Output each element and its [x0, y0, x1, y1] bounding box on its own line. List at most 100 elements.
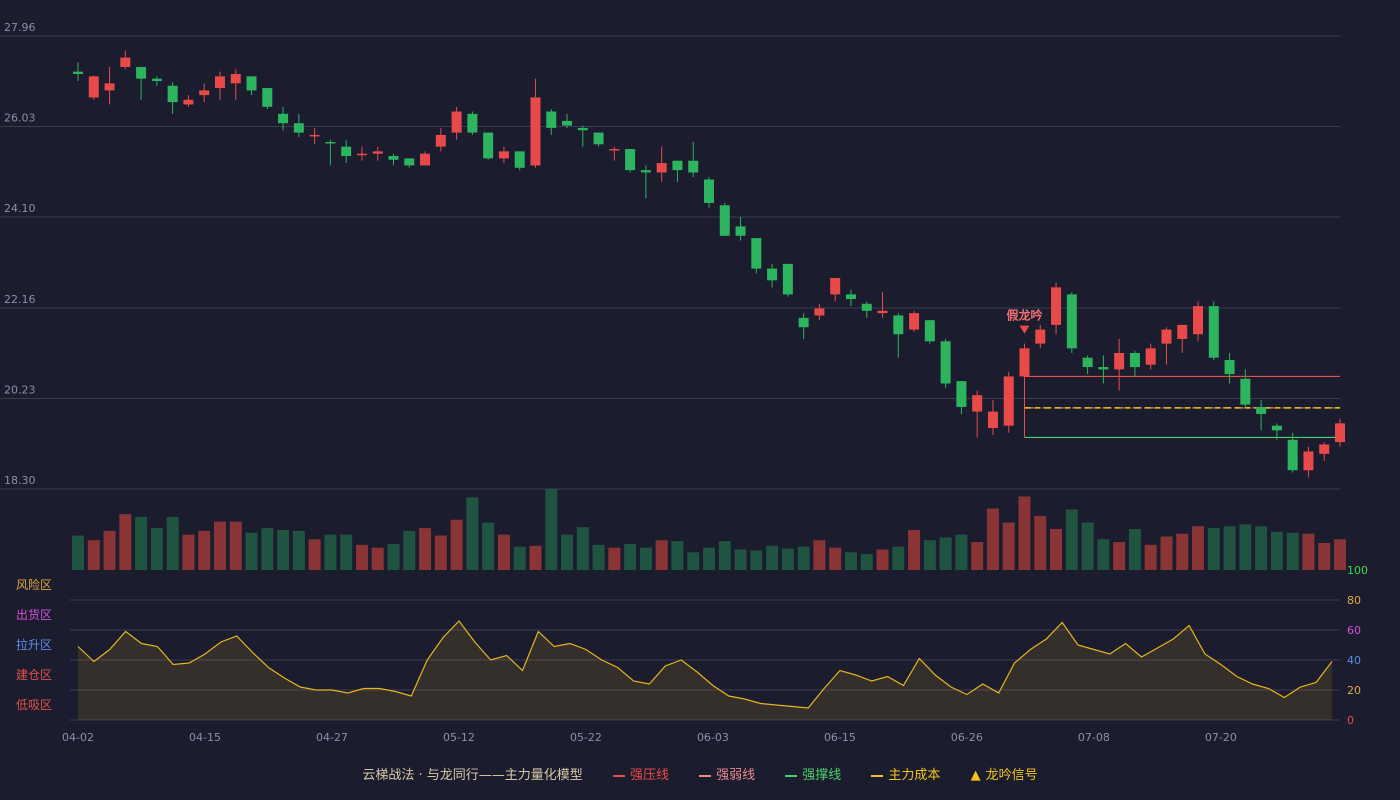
- volume-bar: [150, 528, 163, 570]
- candle-body: [1303, 451, 1314, 471]
- candle-body: [956, 381, 967, 407]
- volume-bar: [671, 541, 684, 570]
- candle-body: [987, 411, 998, 429]
- indicator-zone-label: 低吸区: [16, 698, 52, 712]
- volume-bar: [1160, 536, 1173, 570]
- candle-body: [562, 120, 573, 126]
- indicator-scale-label: 40: [1347, 654, 1361, 667]
- volume-bar: [971, 542, 984, 570]
- volume-bar: [103, 530, 116, 570]
- volume-bar: [261, 528, 274, 570]
- x-tick-label: 05-22: [570, 731, 602, 744]
- legend-item-resistance[interactable]: 强压线: [612, 768, 669, 783]
- candle-body: [1177, 324, 1188, 339]
- indicator-scale-label: 0: [1347, 714, 1354, 727]
- volume-bar: [797, 546, 810, 570]
- candle-body: [593, 132, 604, 145]
- x-tick-label: 07-08: [1078, 731, 1110, 744]
- candle-body: [893, 315, 904, 335]
- candle-body: [1066, 294, 1077, 349]
- legend-label: 强压线: [629, 768, 669, 783]
- legend-title: 云梯战法 · 与龙同行——主力量化模型: [362, 768, 583, 783]
- candle-body: [704, 179, 714, 203]
- candle-body: [167, 85, 178, 103]
- indicator-line: [77, 620, 1333, 709]
- candle-body: [672, 160, 683, 171]
- candle-body: [325, 141, 336, 144]
- volume-bar: [718, 541, 731, 570]
- indicator-zone-label: 出货区: [16, 607, 52, 622]
- candle-body: [230, 73, 241, 84]
- volume-bar: [1255, 526, 1268, 570]
- candle-body: [498, 151, 509, 159]
- candle-body: [293, 123, 304, 133]
- candle-body: [404, 158, 415, 166]
- candle-body: [151, 78, 162, 82]
- candle-body: [1287, 439, 1298, 471]
- legend-item-dragon-signal[interactable]: ▲ 龙吟信号: [971, 768, 1038, 783]
- volume-bar: [1081, 522, 1094, 570]
- legend-label: 强弱线: [716, 768, 756, 783]
- x-tick-label: 04-15: [189, 731, 221, 744]
- volume-bar: [1018, 496, 1031, 570]
- legend-item-main-cost[interactable]: 主力成本: [871, 768, 940, 783]
- indicator-zone-label: 拉升区: [16, 637, 52, 652]
- candle-body: [735, 226, 746, 236]
- volume-bar: [1097, 539, 1110, 570]
- legend-item-support[interactable]: 强撑线: [785, 768, 841, 783]
- volume-bar: [766, 545, 779, 570]
- candle-body: [420, 153, 431, 166]
- candle-body: [73, 71, 83, 74]
- volume-bar: [166, 516, 179, 570]
- volume-bar: [308, 539, 321, 570]
- candle-body: [767, 268, 778, 281]
- volume-bar: [403, 530, 416, 570]
- price-tick-label: 18.30: [4, 474, 36, 487]
- candle-body: [467, 113, 478, 133]
- candle-body: [120, 57, 131, 67]
- volume-bar: [1176, 533, 1189, 570]
- candle-body: [1271, 425, 1282, 431]
- candle-body: [1003, 376, 1014, 426]
- price-tick-label: 24.10: [4, 202, 36, 215]
- price-tick-label: 26.03: [4, 112, 36, 125]
- volume-bar: [687, 552, 700, 570]
- volume-bar: [1334, 539, 1346, 570]
- x-tick-label: 05-12: [443, 731, 475, 744]
- volume-bar: [1302, 533, 1315, 570]
- volume-bar: [497, 534, 510, 570]
- candle-body: [1019, 348, 1030, 377]
- volume-bar: [1144, 544, 1157, 570]
- candle-body: [451, 111, 462, 133]
- candle-body: [136, 66, 147, 79]
- indicator-zone-label: 风险区: [16, 577, 52, 592]
- candle-body: [751, 238, 762, 269]
- volume-bar: [482, 522, 495, 570]
- indicator-scale-label: 80: [1347, 594, 1361, 607]
- volume-bar: [829, 547, 842, 570]
- x-tick-label: 06-26: [951, 731, 983, 744]
- legend-item-strength[interactable]: 强弱线: [699, 768, 755, 783]
- volume-bar: [434, 535, 447, 570]
- candle-body: [309, 134, 320, 137]
- volume-bar: [955, 534, 968, 570]
- legend-label: 龙吟信号: [985, 768, 1038, 783]
- volume-bar: [513, 546, 526, 570]
- volume-bar: [229, 521, 242, 570]
- candle-body: [861, 303, 872, 311]
- candle-body: [530, 97, 541, 166]
- candle-body: [341, 146, 352, 157]
- candle-body: [1256, 406, 1267, 414]
- candle-body: [972, 395, 983, 412]
- x-tick-label: 04-02: [62, 731, 94, 744]
- volume-bar: [750, 550, 763, 570]
- volume-bar: [655, 540, 668, 570]
- volume-bar: [1192, 526, 1205, 570]
- volume-bar: [387, 543, 400, 570]
- candle-body: [656, 163, 667, 173]
- candle-body: [88, 76, 99, 98]
- volume-bar: [277, 529, 290, 570]
- x-tick-label: 06-03: [697, 731, 729, 744]
- volume-bar: [876, 549, 889, 570]
- candle-body: [719, 205, 730, 236]
